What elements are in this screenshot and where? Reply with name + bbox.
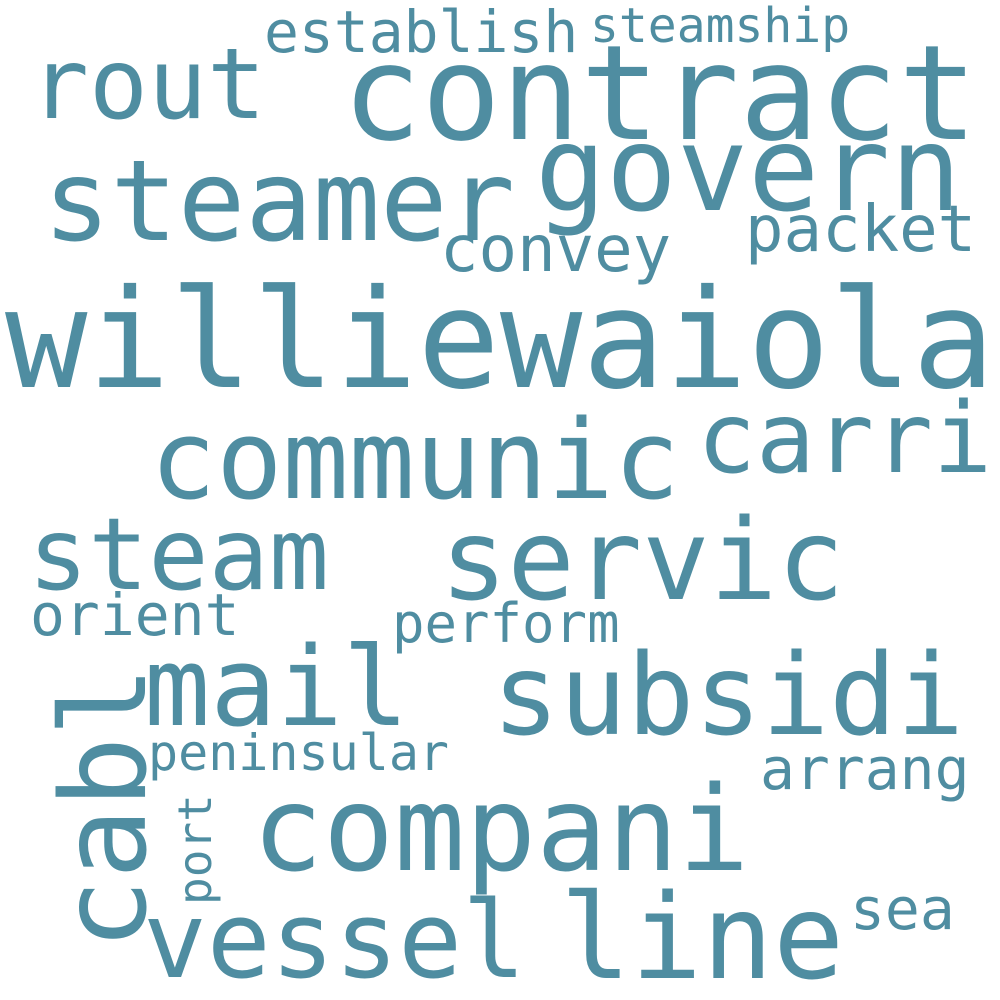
word-arrang: arrang	[760, 735, 970, 803]
word-carri: carri	[697, 382, 993, 496]
word-steamer: steamer	[43, 137, 516, 267]
word-establish: establish	[264, 0, 579, 66]
word-orient: orient	[30, 581, 240, 649]
word-servic: servic	[440, 496, 845, 626]
word-subsidi: subsidi	[492, 631, 965, 761]
word-steam: steam	[28, 496, 330, 613]
word-sea: sea	[850, 875, 955, 943]
word-compani: compani	[252, 760, 750, 898]
word-mail: mail	[144, 623, 409, 751]
word-line: line	[560, 868, 845, 1000]
word-peninsular: peninsular	[148, 724, 450, 782]
word-rout: rout	[30, 28, 267, 142]
word-packet: packet	[745, 193, 977, 267]
word-vessel: vessel	[143, 879, 526, 1000]
word-cabl: cabl	[35, 665, 173, 950]
word-perform: perform	[392, 592, 620, 655]
word-contract: contract	[342, 17, 978, 171]
word-convey: convey	[440, 213, 672, 287]
word-govern: govern	[535, 100, 962, 238]
word-steamship: steamship	[590, 0, 851, 54]
word-williewaiola: williewaiola	[5, 261, 995, 420]
word-port: port	[168, 794, 222, 905]
word-communic: communic	[150, 396, 680, 524]
